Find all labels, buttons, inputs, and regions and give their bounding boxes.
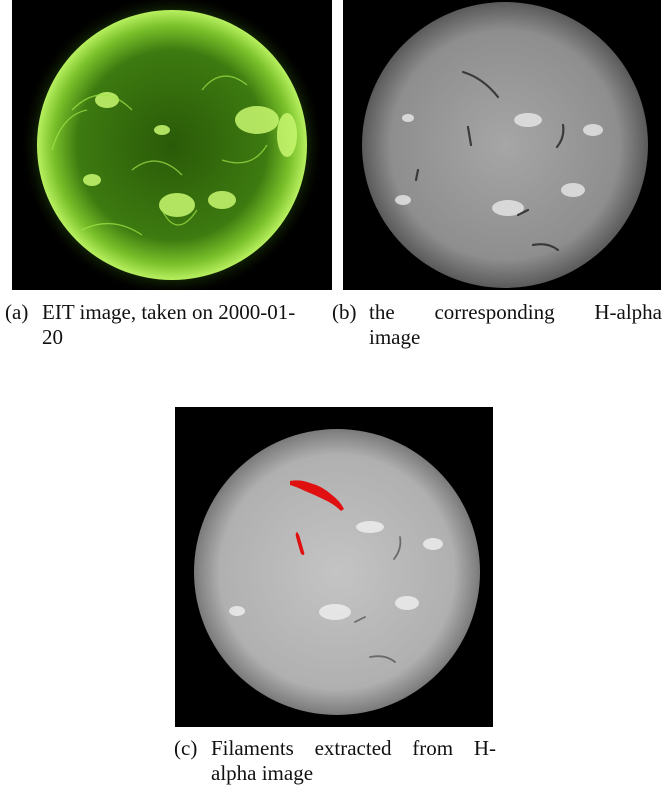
halpha-image [343, 0, 661, 290]
eit-image [12, 0, 332, 290]
caption-a-line1: EIT image, taken on 2000-01- [42, 300, 296, 324]
caption-c-word: extracted [314, 736, 392, 760]
caption-c-word: from [412, 736, 454, 760]
caption-c-word: Filaments [211, 736, 294, 760]
caption-a-line2: 20 [42, 325, 63, 349]
halpha-sun-graphic [343, 0, 661, 290]
caption-b-word: the [369, 300, 395, 324]
caption-c-label: (c) [174, 736, 198, 760]
caption-b-line2: image [369, 325, 421, 349]
filaments-sun-graphic [175, 407, 493, 727]
filament-overlay [290, 480, 344, 555]
caption-a: (a) EIT image, taken on 2000-01- 20 [5, 300, 335, 355]
caption-c-word: H- [473, 736, 496, 760]
filaments-image [175, 407, 493, 727]
caption-c: (c) Filaments extracted from H- alpha im… [174, 736, 504, 788]
caption-a-label: (a) [5, 300, 29, 324]
caption-c-line2: alpha image [211, 761, 314, 785]
caption-b-word: H-alpha [594, 300, 662, 324]
caption-b-label: (b) [332, 300, 357, 324]
caption-c-line1: Filaments extracted from H- [211, 736, 496, 761]
caption-b-word: corresponding [434, 300, 555, 324]
caption-b: (b) the corresponding H-alpha image [332, 300, 668, 355]
caption-b-line1: the corresponding H-alpha [369, 300, 662, 325]
eit-sun-graphic [12, 0, 332, 290]
